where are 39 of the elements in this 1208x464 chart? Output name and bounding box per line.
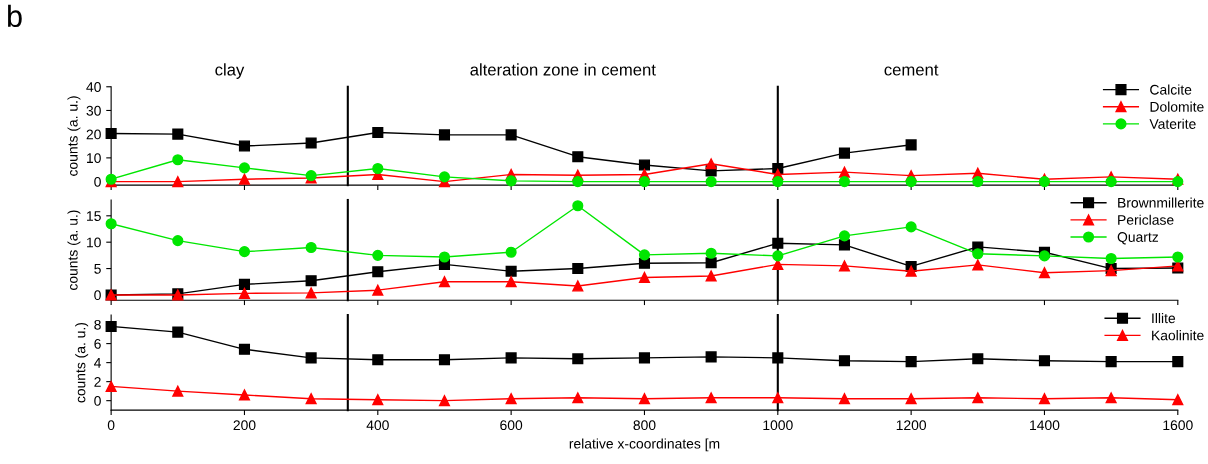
legend-label: Vaterite <box>1149 118 1196 129</box>
legend-label: Periclase <box>1118 214 1174 225</box>
legend-label: Kaolinite <box>1152 330 1204 341</box>
y-tick-label: 4 <box>94 358 102 368</box>
y-tick-label: 10 <box>87 237 101 248</box>
y-tick-label: 0 <box>94 290 101 301</box>
legend-label: Quartz <box>1117 232 1159 245</box>
legend-label: Dolomite <box>1150 101 1204 112</box>
y-tick-label: 20 <box>86 129 101 140</box>
y-axis-title: counts (a. u.) <box>67 96 81 176</box>
y-axis-title: counts (a. u.) <box>75 322 89 403</box>
y-axis-title: counts (a. u.) <box>67 210 81 291</box>
x-tick-label: 400 <box>366 420 389 431</box>
y-tick-label: 10 <box>87 153 101 164</box>
y-tick-label: 15 <box>87 211 101 221</box>
x-tick-label: 600 <box>500 420 523 431</box>
y-tick-label: 0 <box>94 396 101 406</box>
text: alteration zone in cement <box>470 63 656 76</box>
legend-label: Illite <box>1152 313 1176 324</box>
x-tick-label: 1600 <box>1163 420 1193 431</box>
x-tick-label: 1400 <box>1030 420 1060 431</box>
x-axis-title: relative x-coordinates [m <box>569 438 720 452</box>
legend-label: Calcite <box>1150 84 1192 95</box>
y-tick-label: 8 <box>94 319 101 330</box>
text: cement <box>884 64 939 76</box>
text: clay <box>215 63 245 79</box>
y-tick-label: 0 <box>94 176 101 187</box>
x-tick-label: 0 <box>107 420 115 431</box>
chart-title: b <box>8 4 22 28</box>
y-tick-label: 5 <box>94 264 101 274</box>
y-tick-label: 30 <box>86 105 101 116</box>
y-tick-label: 6 <box>94 338 101 349</box>
x-tick-label: 800 <box>633 420 656 431</box>
y-tick-label: 2 <box>94 376 101 387</box>
y-tick-label: 40 <box>86 82 101 92</box>
x-tick-label: 1200 <box>896 420 927 431</box>
legend-label: Brownmillerite <box>1118 197 1204 208</box>
x-tick-label: 1000 <box>763 420 793 431</box>
x-tick-label: 200 <box>233 420 256 431</box>
